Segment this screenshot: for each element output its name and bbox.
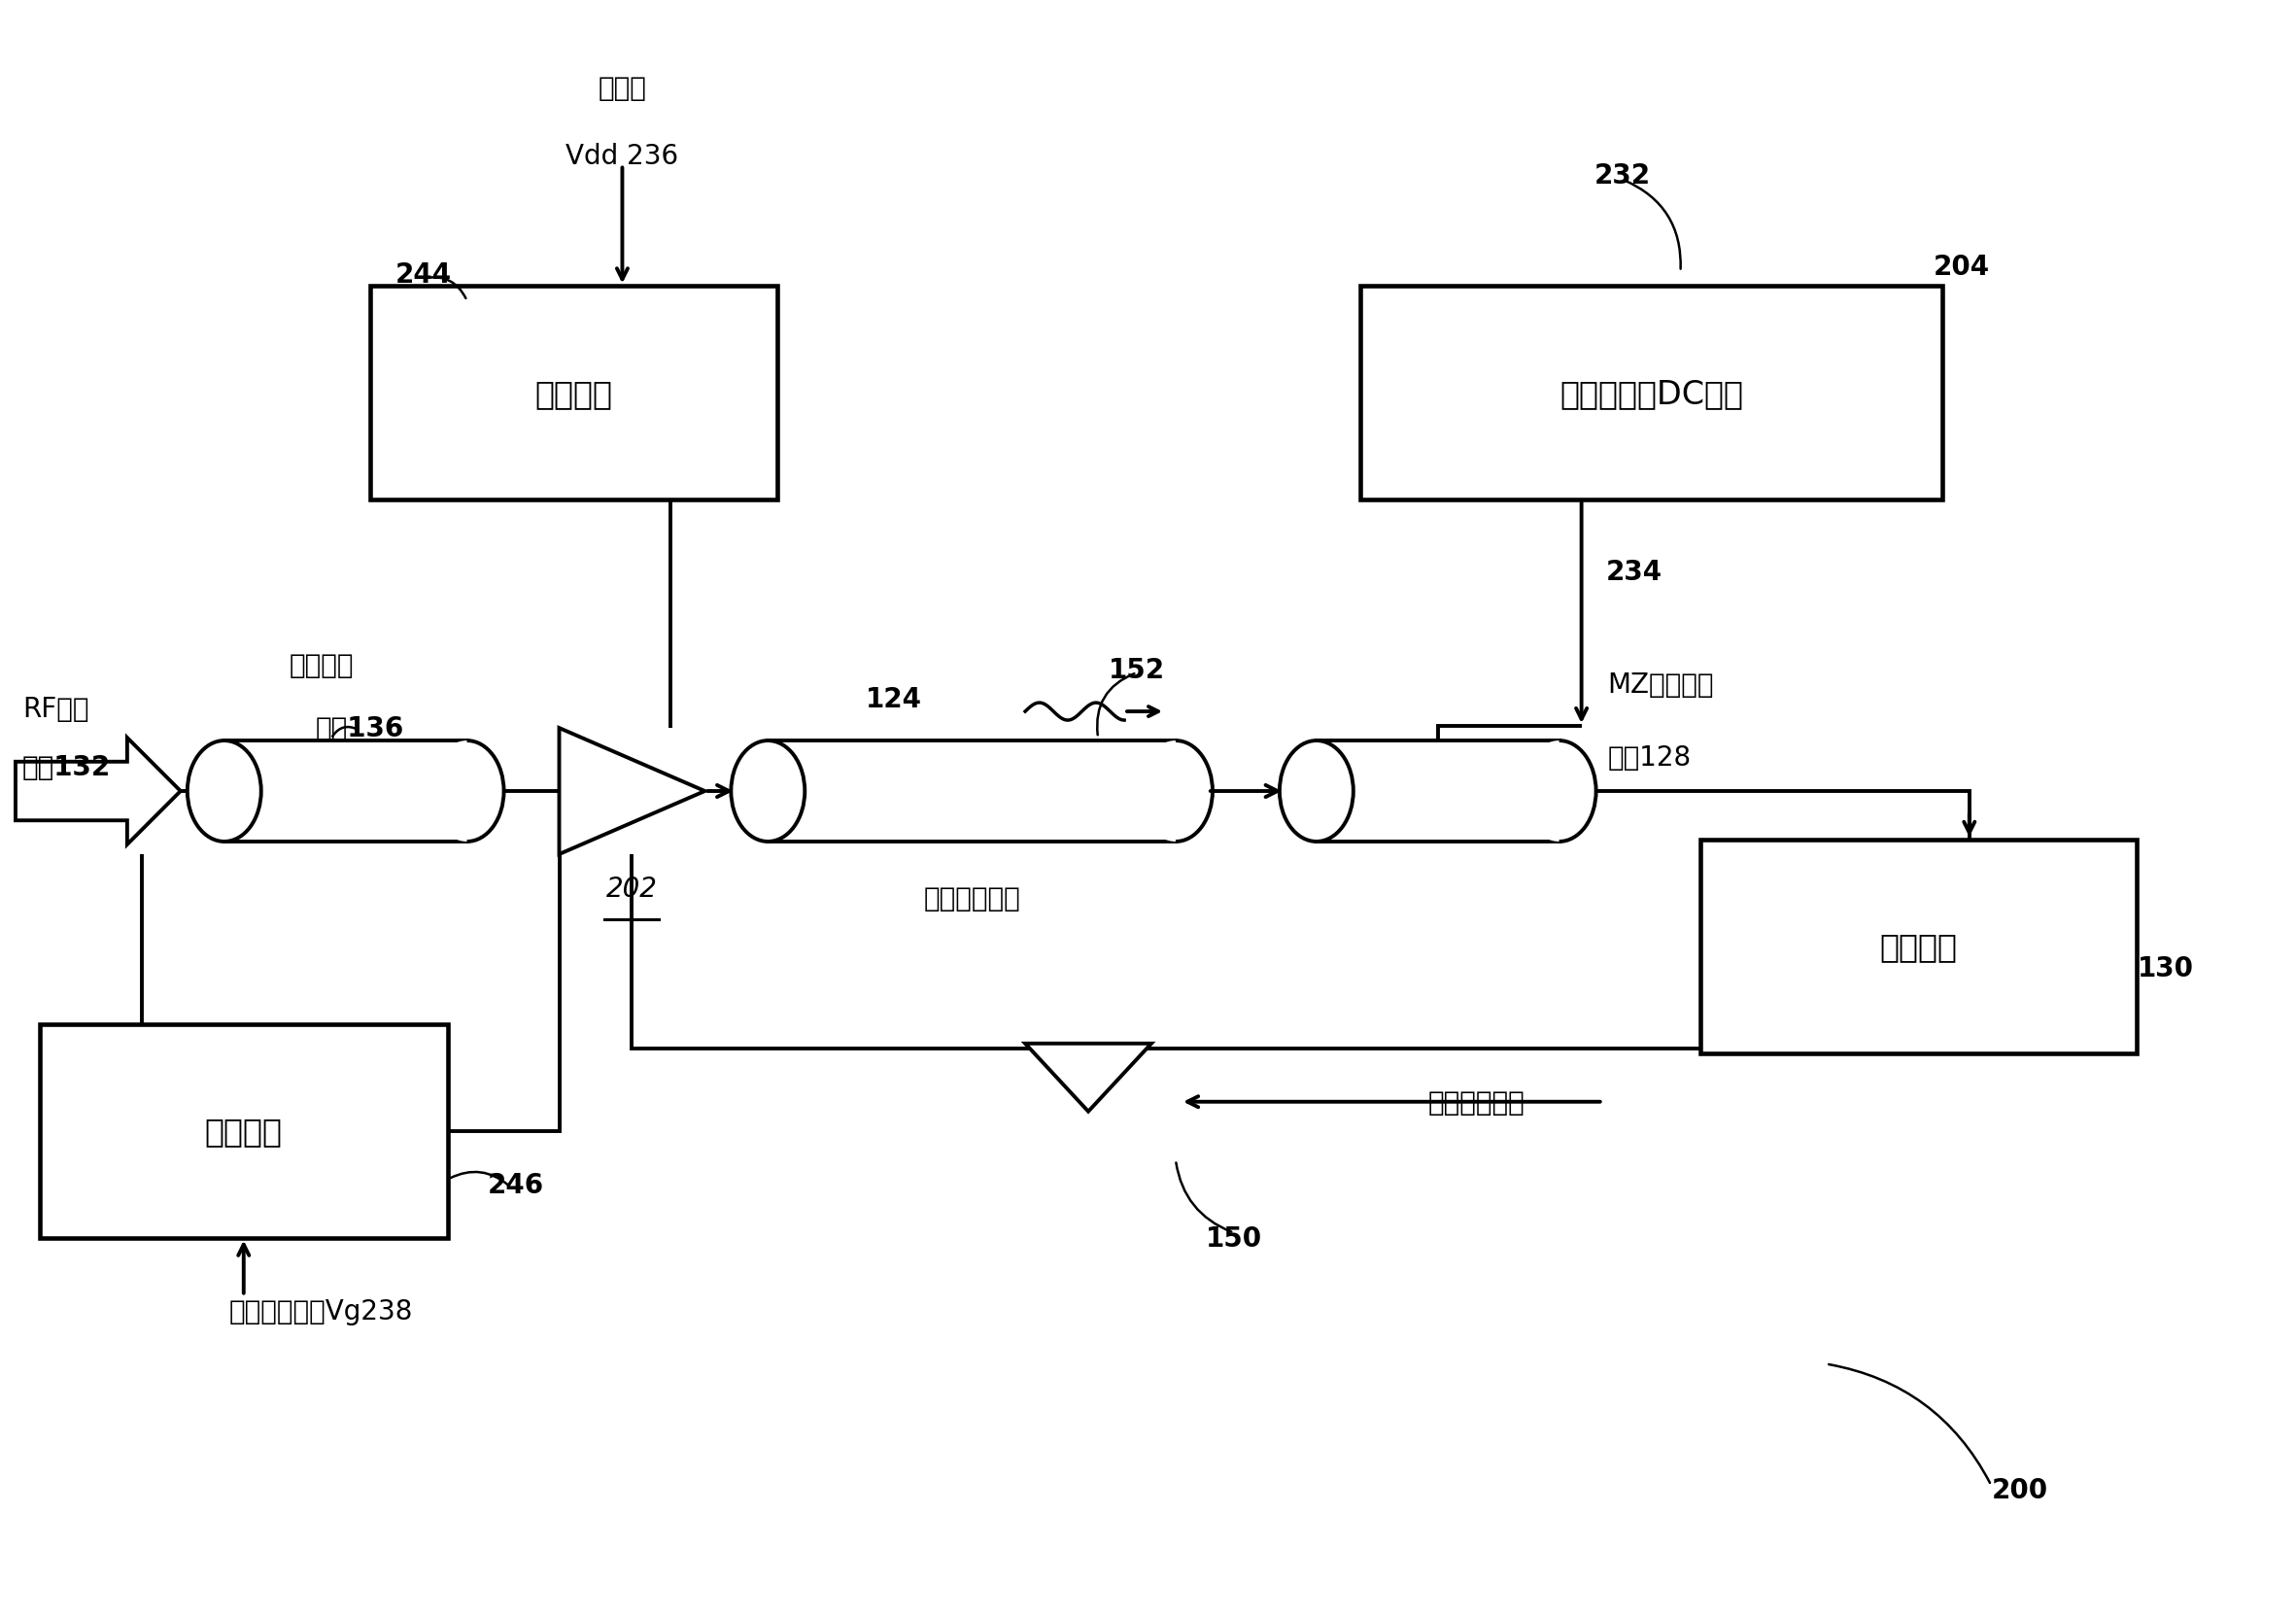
FancyArrowPatch shape xyxy=(427,278,466,299)
Text: 电极128: 电极128 xyxy=(1607,744,1692,771)
Text: 电源调节: 电源调节 xyxy=(204,1116,282,1146)
Text: 202: 202 xyxy=(606,875,657,902)
Polygon shape xyxy=(560,728,705,855)
Ellipse shape xyxy=(1522,741,1596,842)
Text: 线路136: 线路136 xyxy=(317,715,404,742)
Ellipse shape xyxy=(730,741,806,842)
Bar xyxy=(1359,286,1942,500)
Text: 246: 246 xyxy=(487,1171,544,1198)
Polygon shape xyxy=(16,737,181,846)
Bar xyxy=(1699,841,2138,1054)
Text: 接地信号返回: 接地信号返回 xyxy=(1428,1088,1525,1116)
Text: 正电源: 正电源 xyxy=(597,74,647,102)
Text: 204: 204 xyxy=(1933,254,1991,281)
FancyArrowPatch shape xyxy=(1626,181,1681,270)
FancyArrowPatch shape xyxy=(1830,1365,1991,1483)
FancyArrowPatch shape xyxy=(1097,674,1134,736)
Polygon shape xyxy=(1026,1045,1150,1112)
Text: MZ传输线路: MZ传输线路 xyxy=(1607,671,1715,699)
Text: Vdd 236: Vdd 236 xyxy=(565,142,680,170)
Text: 输入132: 输入132 xyxy=(23,754,110,781)
Ellipse shape xyxy=(1139,741,1212,842)
Text: RF信号: RF信号 xyxy=(23,695,90,723)
Ellipse shape xyxy=(429,741,503,842)
Bar xyxy=(39,1025,448,1239)
Text: 相位偏置的DC控制: 相位偏置的DC控制 xyxy=(1559,378,1743,409)
Ellipse shape xyxy=(1279,741,1352,842)
Bar xyxy=(767,741,1176,842)
Text: 130: 130 xyxy=(2138,954,2195,982)
Text: 234: 234 xyxy=(1605,558,1662,585)
Text: 电源调节: 电源调节 xyxy=(535,378,613,409)
FancyArrowPatch shape xyxy=(450,1172,510,1185)
Text: 124: 124 xyxy=(866,686,923,713)
Ellipse shape xyxy=(188,741,262,842)
Text: 152: 152 xyxy=(1109,657,1164,684)
Text: 232: 232 xyxy=(1593,162,1651,189)
Bar xyxy=(370,286,778,500)
Text: 输入传输: 输入传输 xyxy=(289,652,354,679)
Text: 150: 150 xyxy=(1205,1224,1263,1252)
Text: 电极终端: 电极终端 xyxy=(1880,931,1956,962)
Text: 200: 200 xyxy=(1993,1476,2048,1504)
Bar xyxy=(225,741,466,842)
Text: 栅偏压电源，Vg238: 栅偏压电源，Vg238 xyxy=(230,1297,413,1324)
Text: 244: 244 xyxy=(395,262,452,289)
FancyArrowPatch shape xyxy=(1176,1163,1231,1232)
Bar xyxy=(1316,741,1559,842)
FancyArrowPatch shape xyxy=(333,728,358,737)
Text: 输出传输线路: 输出传输线路 xyxy=(923,884,1019,912)
